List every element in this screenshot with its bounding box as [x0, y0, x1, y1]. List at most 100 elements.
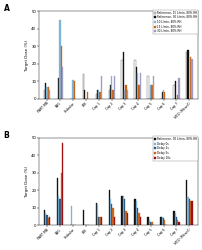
Bar [136, 201, 137, 225]
Bar [101, 216, 102, 225]
Bar [44, 90, 45, 99]
Bar [58, 78, 59, 99]
Bar [98, 216, 99, 225]
Bar [61, 173, 62, 225]
Bar [140, 216, 141, 225]
Bar [49, 216, 50, 225]
Bar [84, 90, 85, 99]
Bar [108, 190, 110, 225]
Bar [138, 213, 140, 225]
Bar [147, 76, 149, 99]
Bar [48, 87, 49, 99]
Bar [83, 210, 84, 225]
Bar [45, 83, 46, 99]
Y-axis label: Target Dose (%): Target Dose (%) [25, 40, 29, 71]
Bar [173, 85, 175, 99]
Text: B: B [4, 130, 9, 140]
Bar [97, 204, 98, 225]
Bar [177, 220, 178, 225]
Text: A: A [4, 4, 9, 13]
Bar [61, 46, 62, 99]
Bar [62, 143, 63, 225]
Bar [57, 178, 58, 225]
Bar [45, 213, 46, 225]
Bar [189, 199, 190, 225]
Bar [124, 90, 125, 99]
Bar [150, 222, 151, 225]
Bar [153, 76, 154, 99]
Bar [160, 216, 162, 225]
Bar [191, 201, 193, 225]
Bar [175, 213, 176, 225]
Bar [164, 220, 165, 225]
Bar [151, 222, 153, 225]
Bar [59, 20, 61, 99]
Bar [49, 90, 50, 99]
Bar [121, 60, 123, 99]
Bar [48, 218, 49, 225]
Bar [187, 50, 189, 99]
Bar [58, 196, 59, 225]
Bar [164, 92, 165, 99]
Bar [124, 199, 125, 225]
Bar [127, 213, 128, 225]
Bar [46, 215, 48, 225]
Bar [149, 220, 150, 225]
Bar [163, 90, 164, 99]
Bar [187, 197, 189, 225]
Bar [96, 94, 97, 99]
Bar [123, 196, 124, 225]
Bar [162, 92, 163, 99]
Bar [134, 199, 136, 225]
Bar [62, 67, 63, 99]
Bar [114, 216, 115, 225]
Bar [114, 76, 115, 99]
Bar [175, 82, 176, 99]
Bar [111, 204, 112, 225]
Bar [97, 90, 98, 99]
Bar [162, 216, 163, 225]
Bar [111, 76, 112, 99]
Bar [163, 218, 164, 225]
Bar [44, 210, 45, 225]
Bar [125, 211, 127, 225]
Bar [151, 85, 153, 99]
Bar [110, 199, 111, 225]
Bar [138, 85, 140, 99]
Bar [127, 90, 128, 99]
Bar [186, 180, 187, 225]
Bar [99, 92, 101, 99]
Bar [137, 72, 138, 99]
Bar [59, 199, 61, 225]
Bar [72, 80, 74, 99]
Bar [108, 90, 110, 99]
Bar [190, 57, 191, 99]
Bar [178, 78, 180, 99]
Bar [112, 90, 114, 99]
Bar [101, 76, 102, 99]
Bar [110, 85, 111, 99]
Bar [147, 216, 149, 225]
Y-axis label: Target Dose (%): Target Dose (%) [25, 166, 29, 197]
Legend: Reference, 15 L/min, 80% RH, Reference, 30 L/min, 80% RH, 10 L/min, 80% RH, 15 L: Reference, 15 L/min, 80% RH, Reference, … [153, 10, 198, 34]
Bar [186, 52, 187, 99]
Bar [98, 90, 99, 99]
Bar [46, 87, 48, 99]
Bar [99, 216, 101, 225]
Bar [74, 82, 75, 99]
Bar [177, 96, 178, 99]
Bar [71, 206, 72, 225]
Bar [125, 85, 127, 99]
Bar [136, 67, 137, 99]
Bar [86, 92, 88, 99]
Bar [140, 72, 141, 99]
Bar [178, 222, 180, 225]
Bar [191, 58, 193, 99]
Bar [112, 208, 114, 225]
Bar [173, 211, 175, 225]
Bar [134, 60, 136, 99]
Bar [137, 208, 138, 225]
Bar [96, 202, 97, 225]
Legend: Reference, 30 L/min, 80% RH, Delay 0s, Delay 2s, Delay 5s, Delay 10s: Reference, 30 L/min, 80% RH, Delay 0s, D… [153, 136, 198, 160]
Bar [190, 201, 191, 225]
